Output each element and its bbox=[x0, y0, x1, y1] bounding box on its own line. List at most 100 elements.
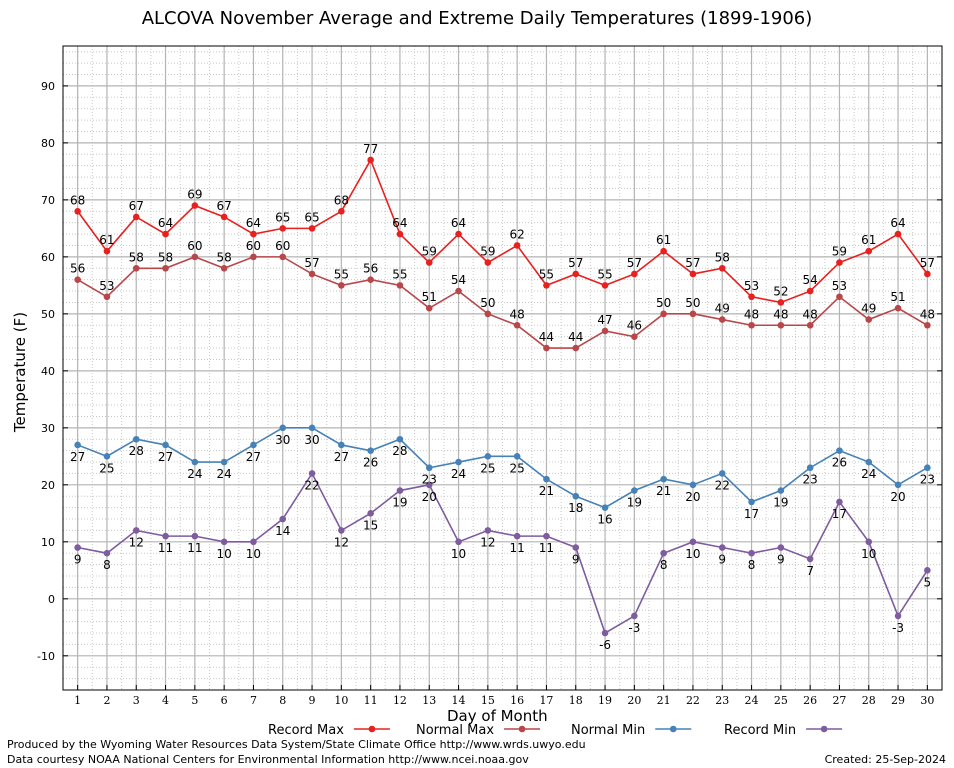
data-point bbox=[513, 321, 521, 329]
data-point bbox=[748, 321, 755, 329]
data-label: 23 bbox=[422, 473, 437, 487]
data-point bbox=[484, 310, 492, 318]
data-point bbox=[220, 458, 228, 466]
x-tick-label: 4 bbox=[162, 694, 169, 707]
x-tick-label: 29 bbox=[891, 694, 905, 707]
data-point bbox=[191, 458, 199, 466]
data-point bbox=[689, 310, 697, 318]
x-tick-label: 5 bbox=[191, 694, 198, 707]
data-point bbox=[601, 629, 609, 637]
data-point bbox=[718, 264, 726, 272]
data-label: 28 bbox=[392, 444, 407, 458]
data-point bbox=[601, 282, 609, 289]
data-label: 11 bbox=[158, 541, 173, 555]
legend-swatch-marker bbox=[368, 725, 376, 733]
data-point bbox=[572, 492, 580, 500]
data-point bbox=[367, 276, 374, 283]
data-label: 10 bbox=[451, 547, 466, 561]
data-label: 9 bbox=[572, 553, 580, 567]
data-point bbox=[513, 453, 521, 460]
data-label: 64 bbox=[451, 216, 466, 230]
credit-line-1: Produced by the Wyoming Water Resources … bbox=[7, 738, 586, 751]
data-point bbox=[718, 470, 726, 477]
data-point bbox=[338, 282, 345, 289]
data-point bbox=[748, 498, 755, 506]
data-point bbox=[132, 213, 140, 221]
data-label: 67 bbox=[129, 199, 144, 213]
y-tick-label: 90 bbox=[41, 80, 55, 93]
legend-swatch-marker bbox=[518, 725, 526, 733]
legend-swatch-marker bbox=[820, 725, 828, 733]
data-label: 67 bbox=[217, 199, 232, 213]
data-point bbox=[367, 510, 374, 517]
data-point bbox=[894, 304, 902, 312]
data-point bbox=[74, 207, 81, 215]
data-label: 57 bbox=[920, 256, 935, 270]
data-label: 48 bbox=[773, 307, 788, 321]
data-label: 11 bbox=[539, 541, 554, 555]
data-point bbox=[455, 230, 462, 238]
data-label: 22 bbox=[304, 478, 319, 492]
x-tick-label: 15 bbox=[481, 694, 495, 707]
data-label: 59 bbox=[480, 245, 495, 259]
data-point bbox=[836, 447, 843, 454]
data-point bbox=[484, 527, 492, 534]
data-label: 12 bbox=[334, 535, 349, 549]
data-point bbox=[455, 538, 462, 546]
data-label: 51 bbox=[422, 290, 437, 304]
data-point bbox=[924, 321, 931, 329]
x-tick-label: 24 bbox=[745, 694, 759, 707]
y-tick-label: 60 bbox=[41, 251, 55, 264]
data-point bbox=[338, 441, 345, 449]
data-point bbox=[132, 527, 140, 534]
data-label: 62 bbox=[510, 227, 525, 241]
created-date: Created: 25-Sep-2024 bbox=[824, 753, 946, 766]
data-label: 77 bbox=[363, 142, 378, 156]
data-point bbox=[103, 293, 111, 301]
data-label: 22 bbox=[715, 478, 730, 492]
data-label: 58 bbox=[129, 250, 144, 264]
data-label: 50 bbox=[480, 296, 495, 310]
data-point bbox=[865, 538, 873, 546]
data-label: 59 bbox=[422, 245, 437, 259]
x-tick-label: 23 bbox=[715, 694, 729, 707]
series-line-0 bbox=[77, 158, 928, 304]
x-tick-label: 16 bbox=[510, 694, 524, 707]
y-tick-label: 70 bbox=[41, 194, 55, 207]
data-label: 49 bbox=[715, 302, 730, 316]
data-point bbox=[572, 270, 580, 278]
data-label: 60 bbox=[187, 239, 202, 253]
x-tick-label: 26 bbox=[803, 694, 817, 707]
data-label: 10 bbox=[861, 547, 876, 561]
data-label: 25 bbox=[480, 461, 495, 475]
data-point bbox=[924, 270, 931, 278]
data-point bbox=[74, 276, 81, 283]
data-label: 15 bbox=[363, 518, 378, 532]
data-label: 21 bbox=[656, 484, 671, 498]
data-point bbox=[455, 287, 462, 295]
x-tick-label: 30 bbox=[920, 694, 934, 707]
data-label: 56 bbox=[363, 262, 378, 276]
data-label: 17 bbox=[832, 507, 847, 521]
data-point bbox=[484, 453, 492, 460]
x-tick-label: 20 bbox=[627, 694, 641, 707]
data-label: 48 bbox=[510, 307, 525, 321]
data-label: 60 bbox=[246, 239, 261, 253]
data-label: 57 bbox=[568, 256, 583, 270]
data-label: 25 bbox=[510, 461, 525, 475]
data-point bbox=[308, 225, 316, 232]
data-point bbox=[220, 538, 228, 546]
data-label: 9 bbox=[777, 553, 785, 567]
data-label: 27 bbox=[158, 450, 173, 464]
data-point bbox=[220, 264, 228, 272]
data-point bbox=[631, 333, 638, 340]
data-point bbox=[660, 475, 667, 483]
data-point bbox=[806, 321, 814, 329]
data-point bbox=[132, 435, 140, 443]
y-tick-label: 10 bbox=[41, 536, 55, 549]
data-label: 11 bbox=[187, 541, 202, 555]
y-tick-label: 0 bbox=[48, 593, 55, 606]
x-tick-label: 27 bbox=[832, 694, 846, 707]
data-point bbox=[806, 555, 814, 563]
